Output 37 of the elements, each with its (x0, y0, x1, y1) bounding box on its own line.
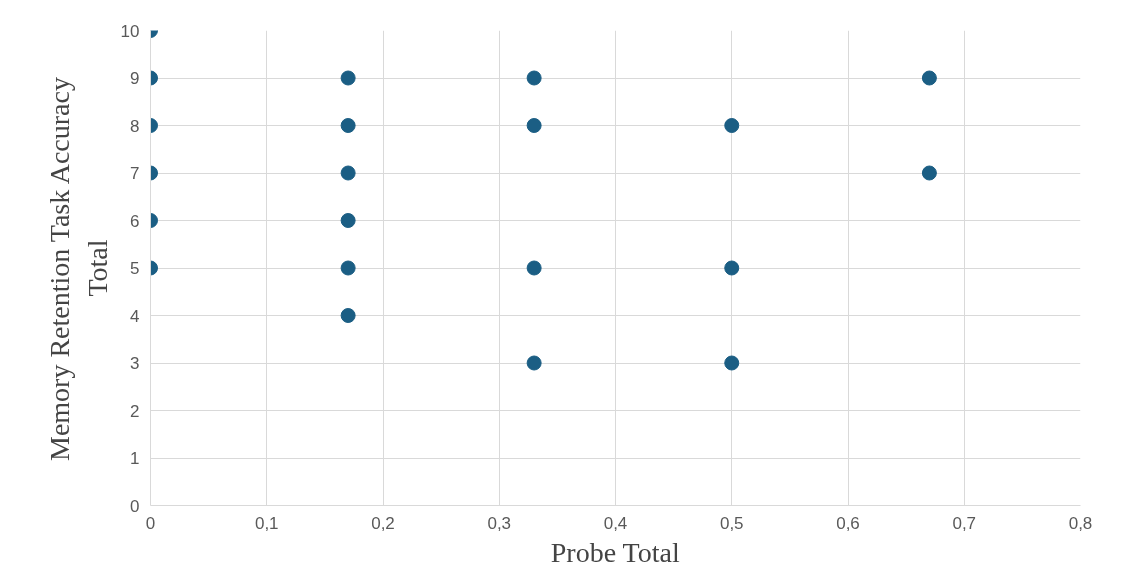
x-tick-label: 0,6 (836, 513, 860, 533)
point (921, 165, 937, 181)
y-tick-label: 9 (130, 69, 140, 88)
point (724, 118, 740, 133)
x-tick-label: 0,8 (1068, 513, 1093, 533)
x-axis-title: Probe Total (550, 536, 680, 568)
point (526, 118, 542, 133)
y-tick-label: 6 (130, 211, 140, 231)
point (340, 213, 356, 228)
x-tick-label: 0,4 (603, 513, 628, 533)
point (340, 260, 356, 276)
y-axis-title: Memory Retention Task Accuracy Total (44, 77, 113, 462)
point (340, 70, 356, 86)
point (724, 355, 740, 371)
y-tick-label: 10 (120, 21, 140, 41)
y-tick-label: 5 (130, 259, 140, 278)
y-tick-label: 3 (130, 354, 140, 373)
y-tick-label: 2 (130, 401, 140, 421)
x-tick-label: 0,7 (952, 513, 977, 533)
point (340, 118, 356, 133)
y-tick-label: 1 (130, 449, 140, 468)
y-tick-label: 7 (130, 164, 140, 183)
x-tick-label: 0,3 (487, 513, 512, 533)
point (340, 308, 356, 323)
point (526, 70, 542, 86)
x-tick-label: 0,5 (719, 513, 744, 533)
point (526, 260, 542, 276)
point (921, 70, 937, 86)
point (526, 355, 542, 371)
point (340, 165, 356, 181)
y-tick-label: 0 (130, 496, 140, 516)
y-tick-label: 8 (130, 116, 140, 136)
x-tick-label: 0 (145, 513, 156, 533)
point (724, 260, 740, 276)
x-tick-label: 0,1 (254, 513, 279, 533)
y-tick-label: 4 (130, 306, 140, 326)
x-tick-label: 0,2 (371, 513, 395, 533)
